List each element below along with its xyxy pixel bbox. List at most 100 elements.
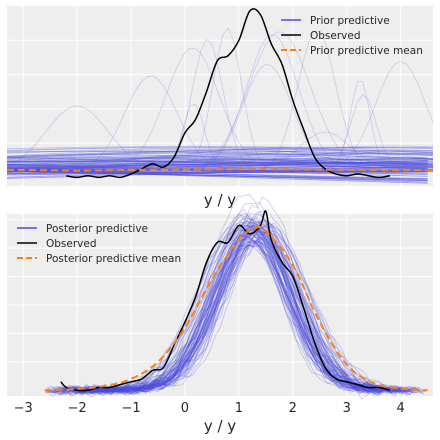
posterior-predictive-sample-line <box>52 239 388 395</box>
posterior-predictive-sample-line <box>75 244 379 394</box>
posterior-predictive-sample-line <box>76 237 406 395</box>
posterior-predictive-sample-line <box>70 227 394 398</box>
posterior-predictive-sample-line <box>50 226 412 395</box>
prior-predictive-sample-line <box>6 160 428 164</box>
posterior-predictive-sample-line <box>54 236 379 394</box>
prior-predictive-mean-line <box>6 168 434 172</box>
posterior-predictive-sample-line <box>60 194 422 397</box>
posterior-predictive-sample-line <box>60 241 411 395</box>
posterior-predictive-sample-line <box>74 230 415 395</box>
prior-predictive-sample-line <box>6 154 434 168</box>
posterior-predictive-sample-line <box>60 226 400 395</box>
bottom-x-ticks: −3 −2 −1 0 1 2 3 4 <box>14 401 405 416</box>
posterior-predictive-sample-line <box>54 225 406 397</box>
prior-predictive-sample-line <box>6 155 434 169</box>
posterior-predictive-sample-line <box>86 237 389 395</box>
posterior-predictive-sample-line <box>78 241 381 395</box>
legend-label: Posterior predictive mean <box>46 253 181 265</box>
posterior-predictive-sample-line <box>64 241 421 400</box>
posterior-predictive-sample-line <box>89 225 393 393</box>
bottom-legend: Posterior predictive Observed Posterior pr… <box>17 223 181 265</box>
posterior-predictive-sample-line <box>59 219 410 396</box>
posterior-predictive-sample-line <box>73 231 392 393</box>
posterior-predictive-sample-line <box>45 243 424 397</box>
posterior-predictive-sample-line <box>77 212 386 395</box>
bottom-x-tick-label: 4 <box>397 401 405 416</box>
prior-predictive-sample-line <box>6 151 434 160</box>
posterior-predictive-sample-line <box>54 227 395 396</box>
posterior-predictive-sample-line <box>46 209 419 393</box>
prior-predictive-sample-line <box>6 152 433 161</box>
prior-predictive-sample-line <box>6 147 434 169</box>
bottom-x-tick-label: −2 <box>68 401 87 416</box>
posterior-predictive-sample-line <box>73 217 414 394</box>
posterior-predictive-sample-line <box>62 196 387 395</box>
bottom-x-tick-label: −1 <box>121 401 140 416</box>
posterior-predictive-sample-line <box>65 232 407 398</box>
bottom-observed-line <box>60 210 391 392</box>
posterior-predictive-sample-line <box>52 229 420 396</box>
top-legend: Prior predictive Observed Prior predictive… <box>281 15 423 57</box>
prior-predictive-sample-line <box>6 149 434 160</box>
posterior-predictive-sample-line <box>61 213 413 395</box>
posterior-predictive-sample-line <box>47 239 393 394</box>
prior-predictive-sample-line <box>6 153 433 164</box>
posterior-predictive-sample-line <box>50 234 386 393</box>
top-plot-background <box>7 6 433 186</box>
posterior-predictive-sample-line <box>55 235 380 395</box>
posterior-predictive-sample-line <box>76 219 384 395</box>
posterior-predictive-sample-line <box>92 202 406 395</box>
posterior-predictive-sample-line <box>79 225 425 395</box>
legend-label: Prior predictive mean <box>310 45 423 57</box>
posterior-predictive-sample-line <box>85 225 383 394</box>
prior-predictive-sample-line <box>6 150 434 160</box>
posterior-predictive-sample-line <box>86 211 416 395</box>
posterior-predictive-sample-line <box>75 241 384 395</box>
bottom-panel: −3 −2 −1 0 1 2 3 4 Posterior predictive Observed… <box>7 194 433 435</box>
posterior-predictive-sample-line <box>46 222 387 395</box>
prior-predictive-sample-line <box>6 150 434 159</box>
posterior-predictive-sample-line <box>79 222 404 394</box>
posterior-predictive-sample-line <box>68 219 409 395</box>
bottom-x-tick-label: −3 <box>14 401 33 416</box>
posterior-predictive-sample-line <box>75 218 378 396</box>
posterior-predictive-sample-line <box>88 224 386 395</box>
posterior-predictive-sample-line <box>51 226 382 395</box>
posterior-predictive-sample-line <box>58 223 426 395</box>
posterior-predictive-sample-line <box>84 236 419 395</box>
posterior-predictive-sample-line <box>77 224 407 396</box>
prior-predictive-sample-line <box>6 156 428 170</box>
legend-label: Prior predictive <box>310 15 390 27</box>
posterior-predictive-sample-line <box>82 225 386 393</box>
top-observed-line <box>66 8 391 179</box>
posterior-predictive-sample-line <box>69 225 416 394</box>
prior-predictive-sample-line <box>6 146 434 154</box>
posterior-predictive-samples <box>44 194 426 400</box>
bottom-grid <box>7 214 433 396</box>
prior-predictive-sample-line <box>6 160 428 169</box>
prior-predictive-sample-line <box>6 147 434 159</box>
prior-predictive-sample-line <box>6 147 433 157</box>
prior-predictive-sample-line <box>6 152 434 160</box>
legend-label: Observed <box>310 30 361 42</box>
posterior-predictive-sample-line <box>59 224 415 397</box>
posterior-predictive-sample-line <box>62 219 386 396</box>
legend-label: Posterior predictive <box>46 223 148 235</box>
prior-predictive-sample-line <box>6 147 434 155</box>
posterior-predictive-sample-line <box>49 244 385 393</box>
bottom-x-axis-label: y / y <box>204 417 236 435</box>
top-x-axis-label: y / y <box>204 191 236 209</box>
posterior-predictive-sample-line <box>90 222 388 394</box>
posterior-predictive-sample-line <box>58 227 420 395</box>
bottom-x-tick-label: 2 <box>289 401 297 416</box>
posterior-predictive-sample-line <box>88 229 407 396</box>
prior-predictive-sample-line <box>6 157 433 166</box>
posterior-predictive-mean-line <box>44 225 428 392</box>
prior-predictive-sample-line <box>6 159 433 168</box>
top-grid <box>7 6 433 186</box>
top-panel: Prior predictive Observed Prior predictive… <box>6 6 434 209</box>
legend-label: Observed <box>46 238 97 250</box>
prior-predictive-sample-line <box>6 149 434 158</box>
prior-predictive-samples <box>6 27 434 184</box>
